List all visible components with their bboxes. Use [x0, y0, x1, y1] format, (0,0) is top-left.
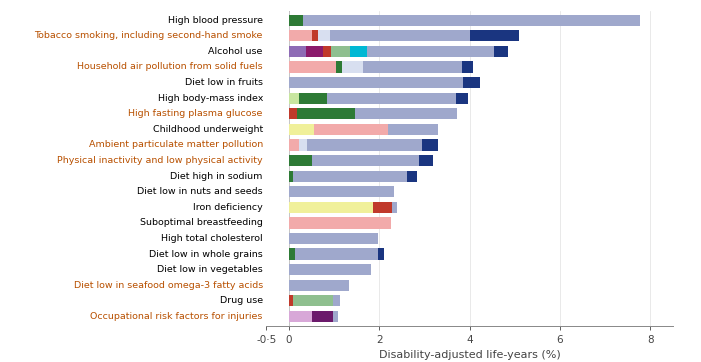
Bar — [462, 62, 473, 73]
Bar — [289, 217, 390, 228]
Bar — [297, 108, 355, 119]
Bar — [289, 280, 348, 291]
Bar — [289, 171, 294, 182]
Bar — [379, 248, 384, 260]
Bar — [470, 30, 519, 41]
Bar — [329, 30, 470, 41]
Bar — [331, 46, 350, 57]
Bar — [388, 124, 438, 135]
Bar — [289, 186, 394, 197]
Bar — [456, 93, 468, 104]
X-axis label: Disability-adjusted life-years (%): Disability-adjusted life-years (%) — [379, 350, 561, 361]
Bar — [350, 46, 367, 57]
Bar — [289, 202, 372, 213]
Bar — [422, 139, 438, 151]
Bar — [294, 295, 333, 307]
Text: Diet low in fruits: Diet low in fruits — [185, 78, 263, 87]
Text: Diet low in vegetables: Diet low in vegetables — [157, 265, 263, 274]
Bar — [313, 311, 333, 322]
Text: Iron deficiency: Iron deficiency — [193, 203, 263, 212]
Text: Occupational risk factors for injuries: Occupational risk factors for injuries — [90, 312, 263, 321]
Text: Tobacco smoking, including second-hand smoke: Tobacco smoking, including second-hand s… — [34, 31, 263, 40]
Bar — [323, 46, 331, 57]
Bar — [289, 248, 295, 260]
Text: Physical inactivity and low physical activity: Physical inactivity and low physical act… — [57, 156, 263, 165]
Bar — [289, 295, 294, 307]
Bar — [372, 202, 392, 213]
Bar — [355, 108, 456, 119]
Bar — [289, 77, 463, 88]
Bar — [463, 77, 480, 88]
Bar — [304, 14, 640, 26]
Bar — [392, 202, 397, 213]
Bar — [289, 311, 313, 322]
Bar — [289, 264, 372, 275]
Bar — [333, 311, 338, 322]
Bar — [289, 108, 297, 119]
Bar — [289, 93, 299, 104]
Text: Suboptimal breastfeeding: Suboptimal breastfeeding — [140, 218, 263, 227]
Bar — [318, 30, 329, 41]
Bar — [333, 295, 340, 307]
Bar — [307, 139, 422, 151]
Text: Diet low in seafood omega-3 fatty acids: Diet low in seafood omega-3 fatty acids — [74, 281, 263, 290]
Text: High fasting plasma glucose: High fasting plasma glucose — [128, 109, 263, 118]
Bar — [289, 124, 314, 135]
Bar — [418, 155, 433, 166]
Text: High body-mass index: High body-mass index — [158, 94, 263, 103]
Bar — [289, 155, 313, 166]
Text: High total cholesterol: High total cholesterol — [161, 234, 263, 243]
Text: Household air pollution from solid fuels: Household air pollution from solid fuels — [77, 63, 263, 71]
Bar — [362, 62, 462, 73]
Bar — [314, 124, 388, 135]
Text: Drug use: Drug use — [219, 296, 263, 306]
Text: Ambient particulate matter pollution: Ambient particulate matter pollution — [88, 140, 263, 150]
Text: Diet high in sodium: Diet high in sodium — [170, 172, 263, 181]
Bar — [289, 233, 379, 244]
Bar — [342, 62, 362, 73]
Bar — [494, 46, 508, 57]
Bar — [289, 14, 304, 26]
Text: Childhood underweight: Childhood underweight — [153, 125, 263, 134]
Bar — [313, 30, 318, 41]
Text: Alcohol use: Alcohol use — [208, 47, 263, 56]
Bar — [313, 155, 418, 166]
Bar — [289, 62, 336, 73]
Bar — [327, 93, 456, 104]
Text: Diet low in whole grains: Diet low in whole grains — [149, 249, 263, 258]
Bar — [306, 46, 323, 57]
Bar — [336, 62, 342, 73]
Bar — [289, 30, 313, 41]
Bar — [294, 171, 407, 182]
Text: High blood pressure: High blood pressure — [168, 16, 263, 25]
Bar — [299, 139, 307, 151]
Bar — [367, 46, 494, 57]
Bar — [299, 93, 327, 104]
Text: Diet low in nuts and seeds: Diet low in nuts and seeds — [137, 187, 263, 196]
Bar — [295, 248, 379, 260]
Bar — [289, 139, 299, 151]
Bar — [289, 46, 306, 57]
Bar — [407, 171, 417, 182]
